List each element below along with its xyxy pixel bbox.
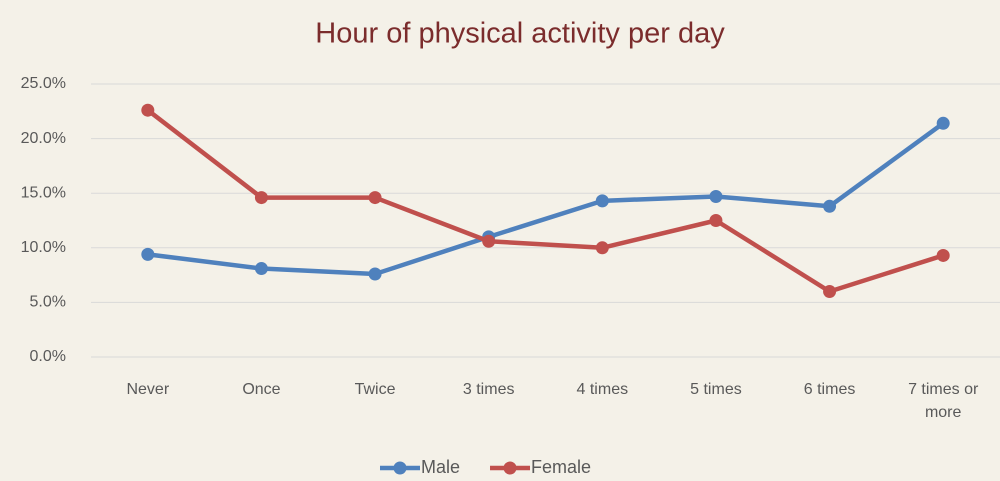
data-point [595, 241, 609, 255]
data-point [141, 247, 155, 261]
y-tick-label: 15.0% [21, 184, 66, 201]
data-point [823, 199, 837, 213]
x-tick-label: Never [126, 381, 170, 398]
x-tick-label: 3 times [462, 381, 515, 398]
y-tick-label: 25.0% [21, 75, 66, 92]
data-point [709, 214, 723, 227]
chart-title: Hour of physical activity per day [315, 18, 725, 50]
x-tick-label: 5 times [690, 381, 742, 398]
data-point [482, 234, 496, 248]
data-point [595, 194, 609, 208]
data-point [936, 248, 950, 262]
y-tick-label: 10.0% [21, 239, 66, 256]
data-point [254, 191, 268, 205]
data-point [823, 284, 837, 298]
data-point [254, 262, 268, 276]
x-tick-label: 6 times [803, 381, 856, 398]
x-tick-label: 4 times [576, 381, 629, 398]
series-line [147, 121, 945, 277]
data-point [936, 116, 950, 130]
data-point [368, 267, 382, 281]
y-tick-label: 20.0% [21, 130, 66, 147]
legend-label: Male [421, 457, 460, 477]
y-tick-label: 5.0% [30, 294, 66, 311]
data-point [368, 191, 382, 205]
legend-marker [393, 461, 407, 475]
x-tick-label: 7 times or more [908, 381, 979, 421]
data-point [141, 103, 155, 117]
series-line [146, 108, 944, 294]
x-tick-label: Once [242, 381, 281, 398]
data-point [709, 189, 723, 203]
x-tick-label: Twice [354, 381, 396, 398]
y-tick-label: 0.0% [30, 348, 66, 365]
legend-label: Female [531, 457, 591, 477]
legend-marker [503, 461, 517, 475]
